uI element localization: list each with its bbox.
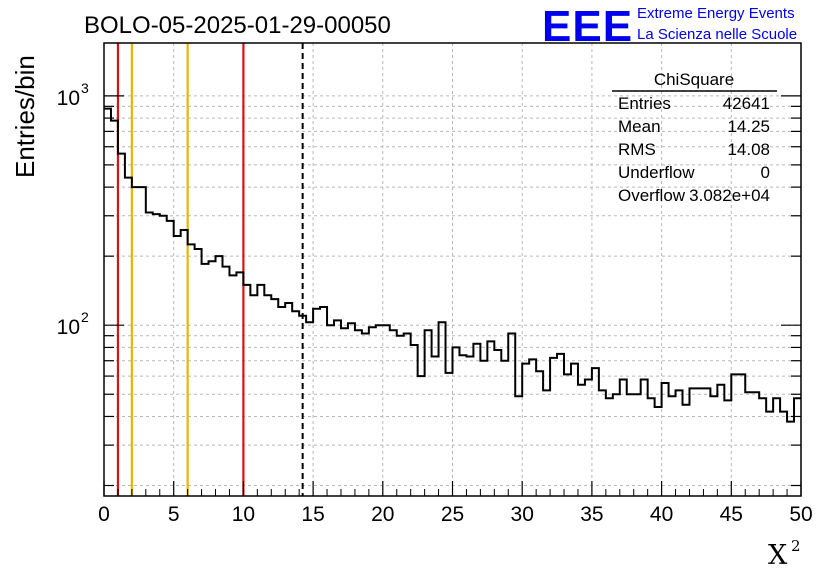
stats-row: Overflow 3.082e+04 [618,186,770,205]
x-tick-label: 40 [650,503,673,526]
y-tick-label: 10 3 [57,80,89,110]
stats-row-label: Underflow [618,163,695,182]
marker-lines [116,43,304,496]
x-tick-label: 50 [789,503,812,526]
stats-row-value: 3.082e+04 [689,186,770,205]
y-tick-label: 10 2 [57,309,89,339]
y-tick-label-base: 10 [57,316,80,339]
chart-title: BOLO-05-2025-01-29-00050 [84,12,391,39]
stats-box-title: ChiSquare [654,70,734,89]
x-axis-label: X 2 [768,537,801,571]
stats-row-label: Overflow [618,186,686,205]
stats-row-value: 0 [761,163,770,182]
y-tick-label-exponent: 2 [81,309,89,325]
histogram-outline [104,107,801,423]
stats-row-value: 14.25 [727,117,770,136]
stats-row: RMS 14.08 [618,140,770,159]
stats-row-value: 14.08 [727,140,770,159]
x-axis-label-exponent: 2 [791,537,801,555]
x-tick-label: 15 [301,503,324,526]
y-tick-label-base: 10 [57,87,80,110]
stats-box-rows: Entries 42641 Mean 14.25 RMS 14.08 Underflow 0 O… [618,94,770,205]
stats-row-label: Mean [618,117,661,136]
y-axis-label: Entries/bin [10,55,40,178]
eee-logo-line2: La Scienza nelle Scuole [637,26,797,43]
stats-row-label: RMS [618,140,656,159]
axis-ticks [103,95,802,496]
x-tick-label: 30 [511,503,534,526]
stats-row: Underflow 0 [618,163,770,182]
x-tick-label: 45 [720,503,743,526]
grid [104,43,801,496]
x-tick-label: 5 [168,503,180,526]
stats-box: ChiSquare Entries 42641 Mean 14.25 RMS 14.08 U… [612,70,777,205]
x-tick-labels: 0 5 10 15 20 25 30 35 40 45 50 [98,503,813,526]
stats-row: Mean 14.25 [618,117,770,136]
x-tick-label: 20 [371,503,394,526]
eee-logo-line1: Extreme Energy Events [637,5,795,22]
eee-logo: EEE Extreme Energy Events La Scienza nel… [542,2,797,51]
x-tick-label: 35 [580,503,603,526]
x-tick-label: 25 [441,503,464,526]
stats-row-label: Entries [618,94,671,113]
y-tick-label-exponent: 3 [81,80,89,96]
x-axis-label-base: X [768,540,788,571]
x-tick-label: 0 [98,503,110,526]
stats-row: Entries 42641 [618,94,770,113]
x-tick-label: 10 [232,503,255,526]
stats-row-value: 42641 [723,94,770,113]
